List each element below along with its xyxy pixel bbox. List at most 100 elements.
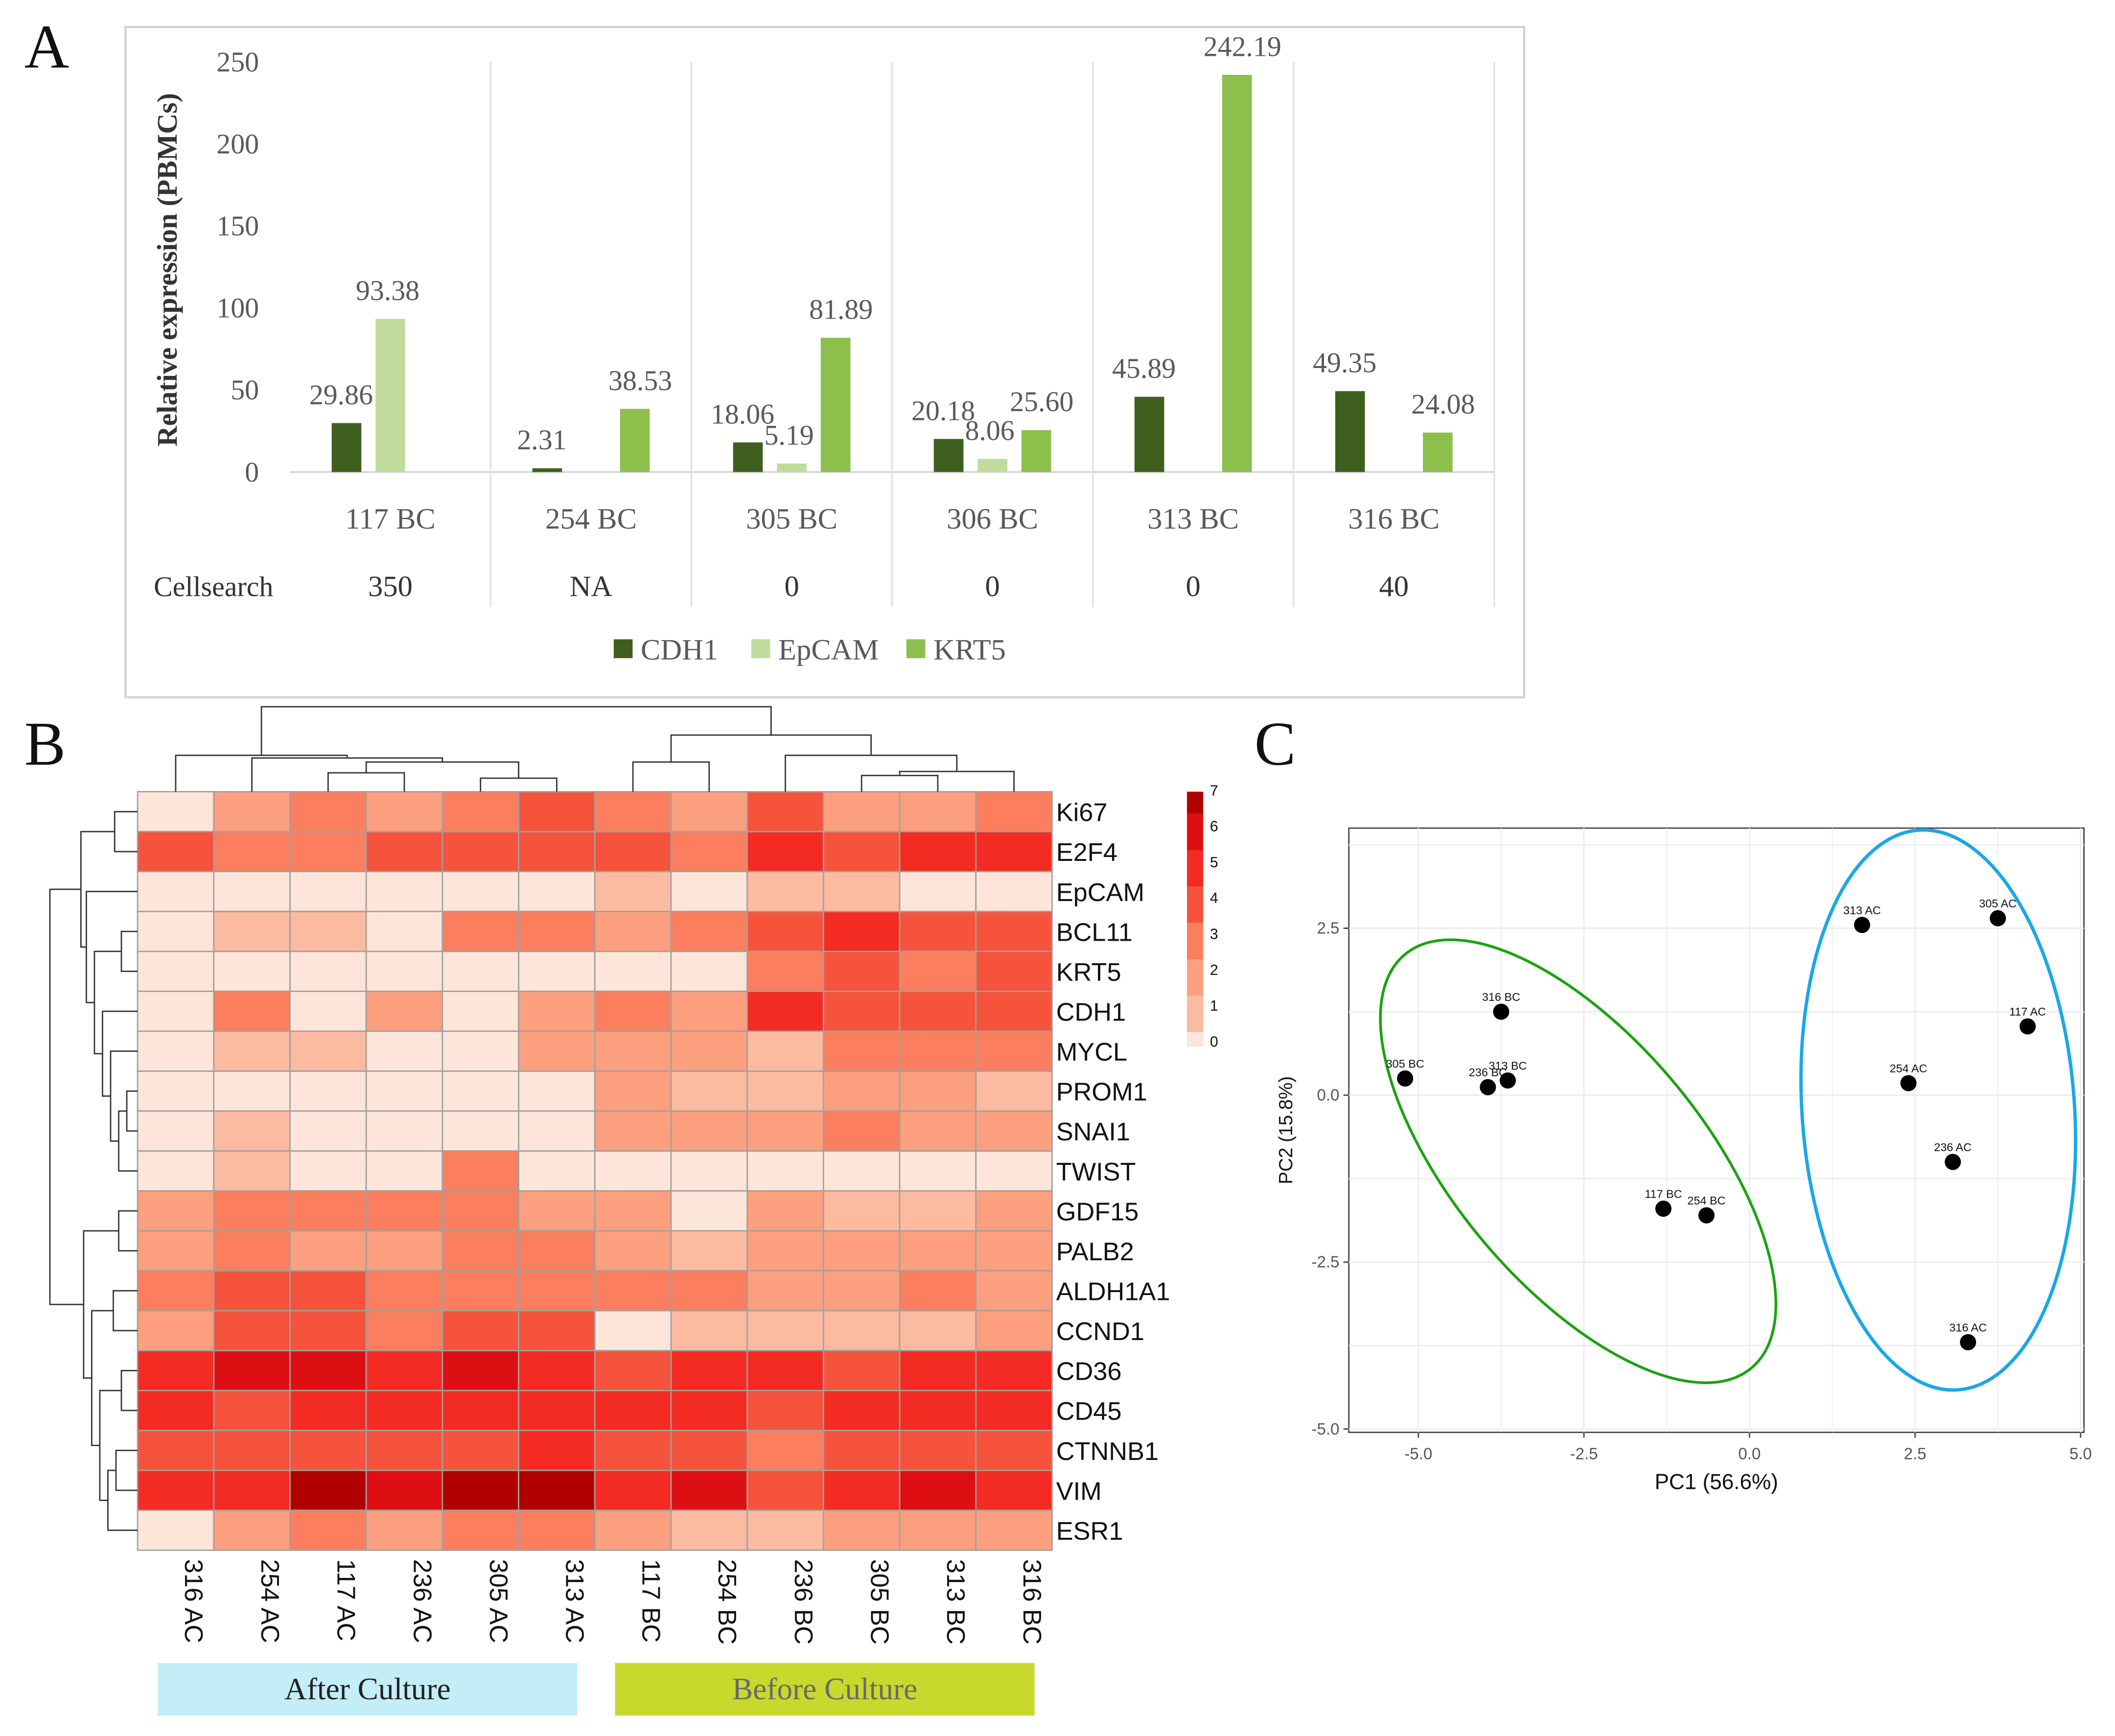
color-key-segment (1187, 908, 1204, 916)
color-key-segment (1187, 915, 1204, 924)
heatmap-cell (518, 1230, 596, 1272)
color-key-segment (1187, 981, 1204, 989)
point-label: 313 AC (1843, 904, 1881, 917)
color-key-segment (1187, 821, 1204, 829)
color-key-segment (1187, 828, 1204, 836)
bar-krt5 (1021, 430, 1051, 472)
color-key-segment (1187, 791, 1204, 800)
color-key-segment (1187, 1003, 1204, 1011)
heatmap-cell (518, 1350, 596, 1391)
heatmap-cell (899, 1150, 977, 1192)
point-label: 316 AC (1949, 1321, 1987, 1334)
data-point (1945, 1154, 1961, 1170)
color-key-segment (1187, 988, 1204, 996)
heatmap-cell (746, 1110, 824, 1152)
heatmap-cell (137, 1389, 215, 1432)
heatmap-cell (137, 1030, 215, 1072)
data-point (1960, 1334, 1976, 1350)
panel-label-c: C (1254, 709, 1296, 779)
panel-label-b: B (24, 709, 66, 779)
heatmap-cell (822, 910, 901, 952)
column-label: 117 AC (332, 1559, 360, 1642)
heatmap-cell (899, 950, 977, 992)
color-key-segment (1187, 1017, 1204, 1025)
point-label: 305 AC (1979, 897, 2017, 910)
x-tick-label: 2.5 (1904, 1445, 1927, 1463)
color-key-segment (1187, 937, 1204, 945)
heatmap-cell (822, 1070, 901, 1112)
cellsearch-value: 40 (1379, 570, 1409, 603)
heatmap-cell (822, 1350, 901, 1391)
color-key-label: 6 (1210, 819, 1218, 835)
color-key-segment (1187, 879, 1204, 887)
heatmap-cell (365, 1350, 443, 1391)
heatmap-cell (975, 950, 1053, 992)
heatmap-cell (137, 1190, 215, 1232)
color-key-label: 3 (1210, 926, 1218, 943)
row-label: MYCL (1056, 1038, 1127, 1066)
y-tick-label: 250 (216, 46, 259, 78)
heatmap-cell (899, 1430, 977, 1471)
y-tick-label: 150 (216, 210, 259, 242)
color-key-segment (1187, 1039, 1204, 1047)
heatmap-cell (365, 1509, 443, 1551)
heatmap-cell (594, 991, 672, 1032)
color-key-label: 4 (1210, 890, 1218, 906)
y-tick-label: 0.0 (1317, 1087, 1339, 1105)
heatmap-cell (899, 1310, 977, 1351)
heatmap-cell (365, 910, 443, 952)
panel-label-a: A (24, 12, 70, 81)
heatmap-cell (213, 1310, 291, 1351)
heatmap-cell (746, 1310, 824, 1351)
heatmap-cell (594, 910, 672, 952)
heatmap-cell (746, 1270, 824, 1312)
y-axis-label: PC2 (15.8%) (1276, 1076, 1297, 1184)
bar-cdh1 (331, 423, 362, 472)
heatmap-cell (670, 1509, 748, 1551)
color-key-segment (1187, 930, 1204, 938)
heatmap-cell (594, 1070, 672, 1112)
bar-cdh1 (532, 468, 562, 472)
data-label: 45.89 (1112, 352, 1176, 384)
color-key-segment (1187, 886, 1204, 894)
color-key-segment (1187, 857, 1204, 865)
row-label: E2F4 (1056, 838, 1117, 867)
heatmap-cell (975, 1190, 1053, 1232)
column-label: 117 BC (636, 1559, 665, 1643)
heatmap-cell (137, 871, 215, 912)
heatmap-cell (137, 1150, 215, 1192)
heatmap-cell (289, 1430, 367, 1471)
heatmap-cell (899, 991, 977, 1032)
data-label: 18.06 (711, 398, 774, 430)
heatmap-cell (822, 1270, 901, 1312)
heatmap-cell (899, 831, 977, 873)
heatmap-cell (975, 1070, 1053, 1112)
heatmap-cell (822, 1110, 901, 1152)
bar-cdh1 (933, 439, 964, 472)
heatmap-cell (442, 1150, 519, 1192)
bar-epcam (777, 463, 807, 472)
data-point (1480, 1079, 1496, 1095)
heatmap-cell (594, 1469, 672, 1511)
point-label: 254 BC (1687, 1194, 1725, 1207)
bar-cdh1 (733, 442, 763, 472)
heatmap-cell (975, 1469, 1053, 1511)
heatmap-cell (137, 991, 215, 1032)
heatmap-cell (975, 791, 1053, 833)
cellsearch-value: 0 (784, 570, 799, 603)
row-label: CCND1 (1056, 1318, 1144, 1346)
bar-krt5 (1222, 74, 1252, 472)
heatmap-cell (289, 1509, 367, 1551)
color-key-label: 2 (1210, 962, 1218, 978)
cellsearch-value: 0 (1186, 570, 1201, 603)
y-tick-label: 100 (216, 292, 259, 324)
x-tick-label: 5.0 (2069, 1445, 2092, 1463)
column-label: 313 BC (941, 1559, 970, 1645)
column-label: 305 AC (484, 1559, 512, 1643)
heatmap-cell (975, 1150, 1053, 1192)
heatmap-cell (594, 1190, 672, 1232)
row-dendrogram-branch (118, 1210, 138, 1252)
column-label: 254 BC (713, 1559, 741, 1645)
heatmap-cell (365, 1430, 443, 1471)
